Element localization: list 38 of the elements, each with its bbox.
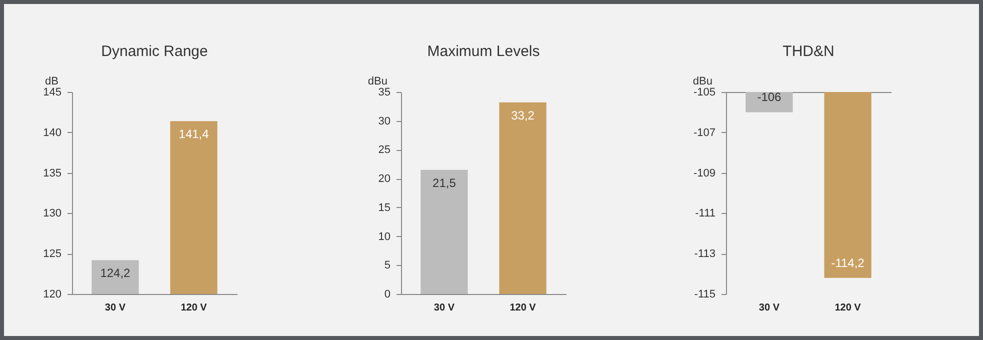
y-tick-label: 10 — [378, 230, 390, 243]
y-tick-label: 140 — [43, 126, 62, 139]
y-tick-label: 135 — [43, 167, 62, 180]
y-tick-label: 0 — [384, 288, 390, 300]
data-label: -106 — [757, 90, 782, 104]
y-axis-title: dBu — [368, 76, 388, 88]
y-tick-label: 20 — [378, 173, 390, 186]
y-tick-label: 120 — [43, 288, 62, 300]
y-tick-label: 25 — [378, 144, 390, 156]
y-axis-title: dB — [45, 76, 58, 88]
y-tick-label: 30 — [378, 115, 390, 128]
y-axis-title: dBu — [692, 76, 712, 88]
data-label: 141,4 — [178, 127, 210, 142]
y-tick-label: 35 — [378, 86, 390, 98]
y-tick-label: 15 — [378, 202, 390, 214]
y-tick-label: -109 — [693, 167, 716, 180]
data-label: 21,5 — [432, 176, 456, 190]
y-tick-label: -107 — [693, 126, 716, 139]
data-label: 33,2 — [511, 108, 535, 122]
chart-title: Maximum Levels — [427, 43, 540, 60]
x-tick-label: 30 V — [758, 302, 780, 314]
x-tick-label: 120 V — [510, 302, 536, 314]
x-tick-label: 120 V — [180, 302, 208, 314]
y-tick-label: -111 — [695, 208, 716, 220]
y-tick-label: 130 — [43, 208, 62, 220]
y-tick-label: 125 — [43, 248, 62, 260]
y-tick-label: -115 — [694, 288, 716, 300]
x-tick-label: 30 V — [434, 302, 455, 314]
y-tick-label: 145 — [43, 86, 62, 98]
y-tick-label: 5 — [384, 260, 390, 272]
x-tick-label: 30 V — [104, 302, 126, 314]
data-label: -114,2 — [831, 256, 865, 270]
y-tick-label: -105 — [693, 86, 716, 98]
chart-title: THD&N — [782, 43, 834, 60]
chart-title: Dynamic Range — [101, 43, 208, 60]
x-tick-label: 120 V — [834, 302, 862, 314]
data-label: 124,2 — [100, 266, 131, 280]
y-tick-label: -113 — [694, 248, 716, 260]
